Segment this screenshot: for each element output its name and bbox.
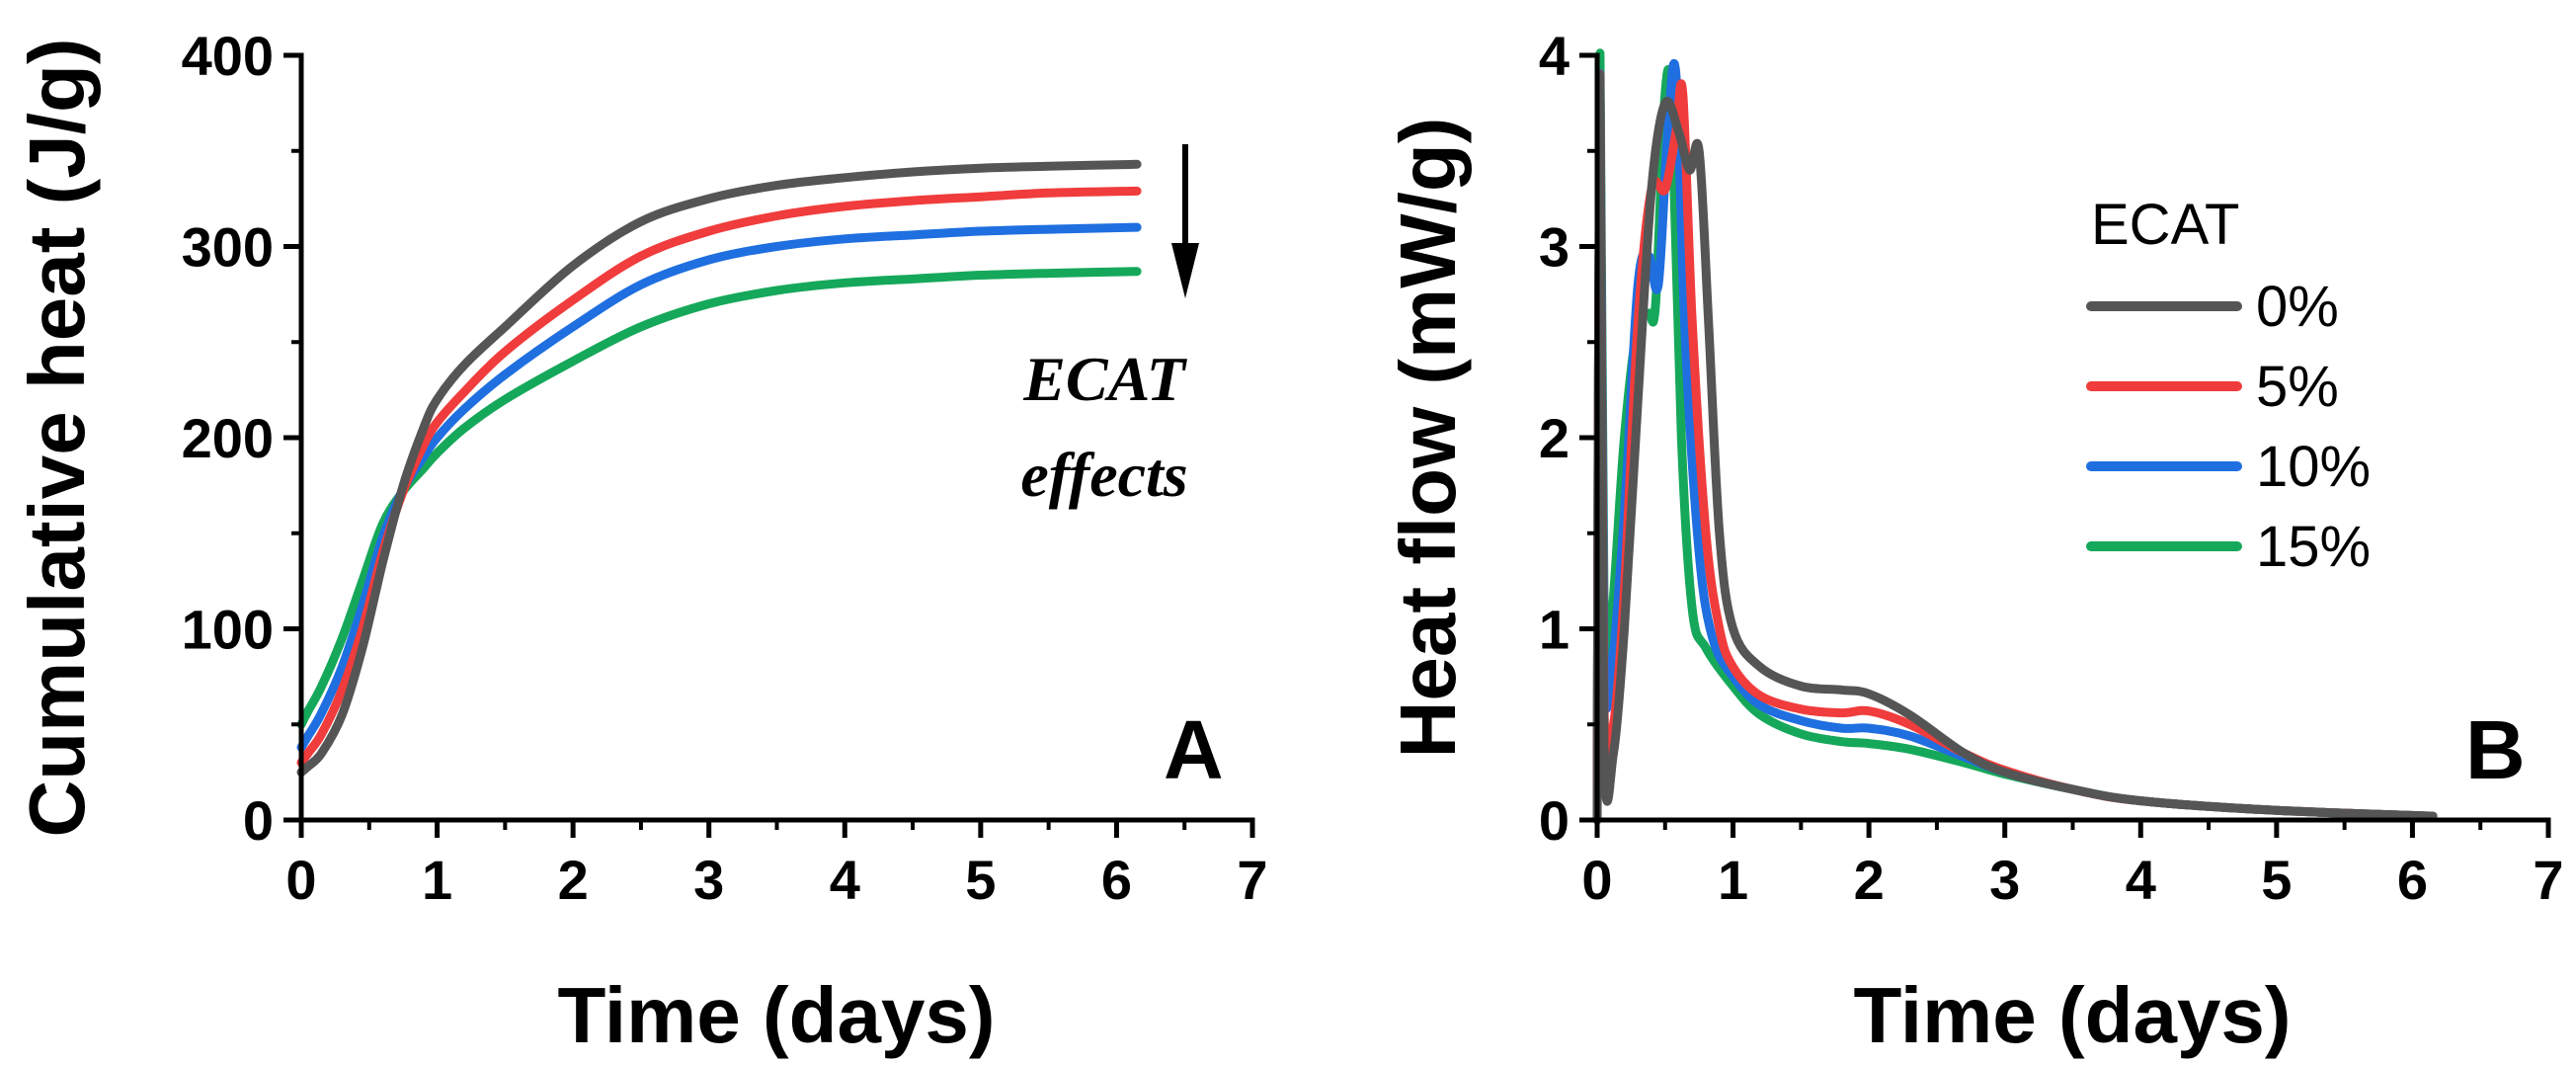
panel-a-xtick-label: 5 bbox=[965, 849, 996, 911]
legend-label-10pct: 10% bbox=[2256, 435, 2371, 499]
panel-a-ytick-label: 0 bbox=[243, 789, 274, 852]
annotation-arrow-head bbox=[1171, 243, 1199, 298]
panel-a-xtick-label: 1 bbox=[422, 849, 452, 911]
panel-b-ytick-label: 3 bbox=[1539, 216, 1570, 279]
panel-a-xtick-label: 6 bbox=[1101, 849, 1132, 911]
panel-b-xtick-label: 6 bbox=[2397, 849, 2428, 911]
legend-label-15pct: 15% bbox=[2256, 515, 2371, 579]
panel-a-series-10pct bbox=[296, 222, 1142, 752]
panel-b-ytick-label: 4 bbox=[1539, 25, 1570, 87]
legend-label-5pct: 5% bbox=[2256, 355, 2339, 419]
panel-b-xtick-label: 2 bbox=[1854, 849, 1885, 911]
panel-a-xtick-label: 2 bbox=[558, 849, 589, 911]
panel-a-ytick-label: 200 bbox=[182, 407, 274, 469]
panel-b-xtick-label: 5 bbox=[2261, 849, 2292, 911]
panel-a-xtick-label: 0 bbox=[285, 849, 316, 911]
panel-b-xtick-label: 4 bbox=[2126, 849, 2156, 911]
panel-a-xlabel: Time (days) bbox=[557, 971, 995, 1059]
panel-b-label: B bbox=[2465, 703, 2526, 796]
panel-a-xtick-label: 4 bbox=[830, 849, 860, 911]
panel-a-axes bbox=[298, 52, 1255, 823]
panel-b-xtick-label: 1 bbox=[1718, 849, 1748, 911]
panel-a-series-0pct bbox=[296, 159, 1142, 778]
panel-a-ytick-label: 400 bbox=[182, 25, 274, 87]
panel-b-series-group bbox=[1592, 48, 2438, 825]
legend: ECAT 0% 5% 10% 15% bbox=[2086, 193, 2371, 579]
panel-b-series-0pct bbox=[1592, 69, 2438, 825]
panel-b-xtick-label: 0 bbox=[1581, 849, 1612, 911]
panel-a-ytick-label: 100 bbox=[182, 599, 274, 661]
panel-a-series-15pct bbox=[296, 267, 1142, 729]
panel-a-xtick-label: 7 bbox=[1237, 849, 1267, 911]
panel-b-ticks: 0 1 2 3 4 5 6 7 0 1 2 3 4 bbox=[1539, 25, 2564, 911]
panel-a-series-5pct bbox=[296, 186, 1142, 768]
panel-a-series-group bbox=[296, 159, 1142, 778]
panel-b-ylabel: Heat flow (mW/g) bbox=[1384, 118, 1472, 759]
panel-b: 0 1 2 3 4 5 6 7 0 1 2 3 4 Time (days) Heat flow (mW/… bbox=[1384, 25, 2564, 1059]
panel-b-xlabel: Time (days) bbox=[1853, 971, 2291, 1059]
panel-a-ytick-label: 300 bbox=[182, 216, 274, 279]
panel-b-ytick-label: 2 bbox=[1539, 407, 1570, 469]
panel-b-axes bbox=[1594, 52, 2551, 823]
panel-a-label: A bbox=[1164, 703, 1224, 796]
panel-b-ytick-label: 0 bbox=[1539, 789, 1570, 852]
panel-a-ylabel: Cumulative heat (J/g) bbox=[13, 38, 101, 837]
annotation-line-1: ECAT bbox=[1022, 344, 1188, 414]
panel-a-ticks: 0 1 2 3 4 5 6 7 0 100 200 300 400 bbox=[182, 25, 1268, 911]
panel-b-xtick-label: 7 bbox=[2533, 849, 2563, 911]
legend-label-0pct: 0% bbox=[2256, 275, 2339, 339]
panel-a: 0 1 2 3 4 5 6 7 0 100 200 300 400 Time (days) Cumula… bbox=[13, 25, 1268, 1059]
panel-b-xtick-label: 3 bbox=[1989, 849, 2020, 911]
legend-entries: 0% 5% 10% 15% bbox=[2086, 275, 2371, 579]
panel-b-ytick-label: 1 bbox=[1539, 599, 1570, 661]
panel-a-xtick-label: 3 bbox=[693, 849, 724, 911]
annotation-line-2: effects bbox=[1020, 440, 1187, 510]
legend-title: ECAT bbox=[2091, 193, 2239, 257]
